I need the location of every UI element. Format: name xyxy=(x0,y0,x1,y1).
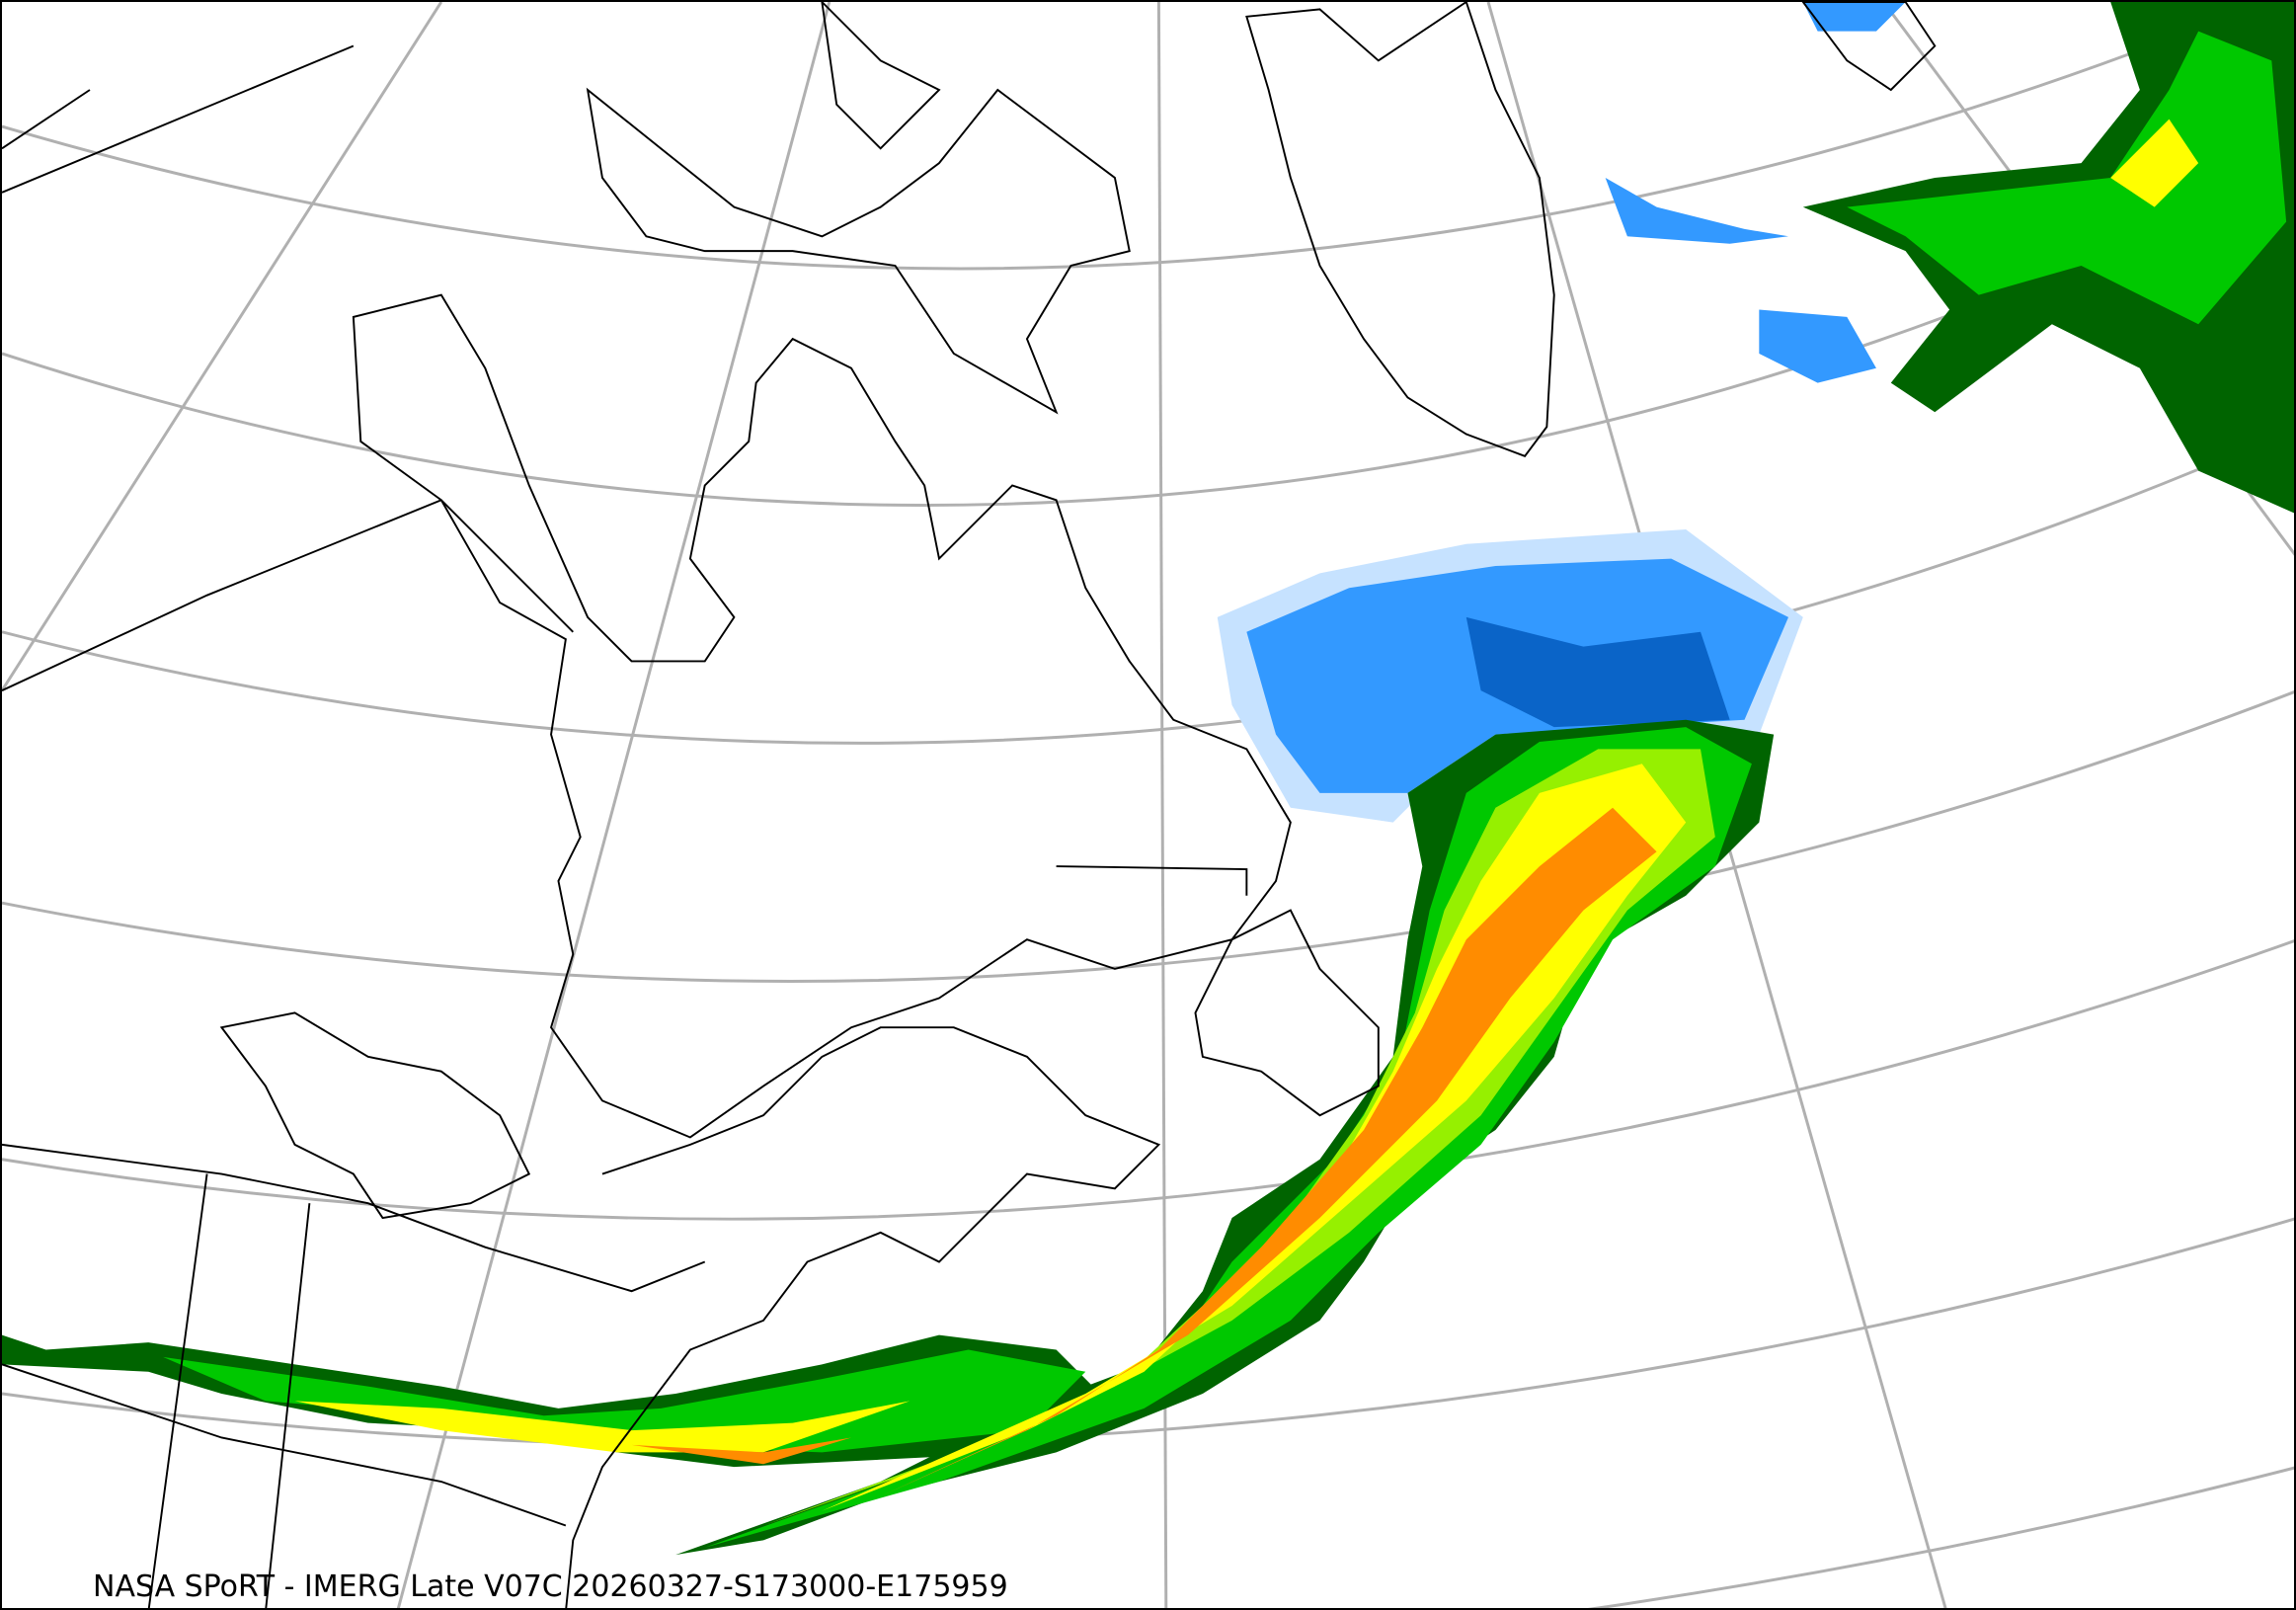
coastlines-borders xyxy=(2,2,1937,1608)
latitude-line xyxy=(2,427,2294,745)
latitude-line xyxy=(2,939,2294,1221)
precipitation-area xyxy=(2110,119,2199,207)
precipitation-layer xyxy=(2,2,2294,1556)
us-canada-border xyxy=(2,499,706,1608)
latitude-line xyxy=(2,1217,2294,1448)
latitude-line xyxy=(2,2,2267,271)
longitude-line xyxy=(2,2,443,691)
longitude-line xyxy=(396,2,831,1608)
greenland-coast xyxy=(1245,2,1937,457)
precipitation-area xyxy=(1465,616,1730,728)
hudson-bay-coast xyxy=(352,293,1292,1139)
newfoundland-coast xyxy=(1056,865,1380,1117)
precipitation-area xyxy=(294,1401,910,1453)
latitude-line xyxy=(2,690,2294,983)
arctic-islands-coast xyxy=(586,2,1131,415)
map-caption: NASA SPoRT - IMERG Late V07C 20260327-S1… xyxy=(93,1570,1008,1604)
precipitation-area xyxy=(1847,31,2287,325)
precipitation-area xyxy=(163,1349,1086,1453)
precipitation-area xyxy=(880,807,1657,1496)
province-borders xyxy=(2,44,574,633)
precipitation-area xyxy=(631,1437,852,1465)
great-lakes-coast xyxy=(219,1011,1161,1608)
precipitation-area xyxy=(1605,2,1906,383)
latitude-line xyxy=(1587,1466,2294,1608)
